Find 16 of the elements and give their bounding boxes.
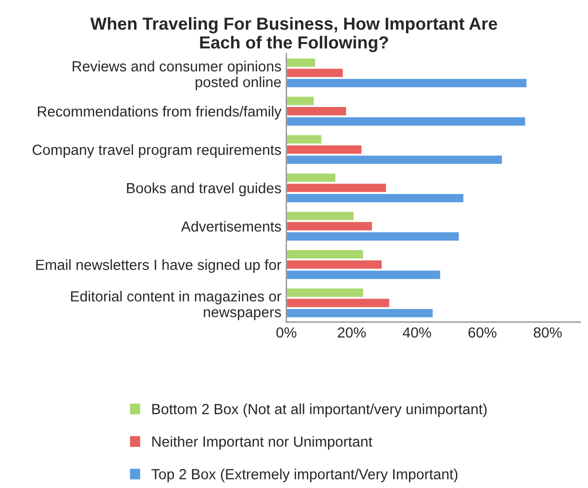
x-tick-label: 60% [468, 327, 496, 338]
legend-label: Neither Important nor Unimportant [152, 436, 372, 450]
chart-title: When Traveling For Business, How Important Are Each of the Following? [90, 17, 498, 52]
y-tick-label: Advertisements [181, 220, 281, 232]
y-tick-label: Email newsletters I have signed up for [36, 259, 282, 273]
y-tick-label: Books and travel guides [127, 182, 281, 196]
x-tick-label: 20% [338, 327, 366, 338]
x-tick-label: 0% [276, 327, 296, 338]
x-tick-label: 80% [534, 327, 562, 338]
y-tick-label: Company travel program requirements [32, 144, 281, 158]
y-tick-label: Recommendations from friends/family [38, 106, 282, 120]
legend-label: Bottom 2 Box (Not at all important/very unimportant) [152, 404, 487, 418]
x-tick-label: 40% [402, 327, 432, 338]
y-tick-label: Reviews and consumer opinions posted online [72, 60, 281, 90]
legend-label: Top 2 Box (Extremely important/Very Important) [151, 468, 458, 482]
y-tick-label: Editorial content in magazines or newspapers [71, 290, 282, 320]
